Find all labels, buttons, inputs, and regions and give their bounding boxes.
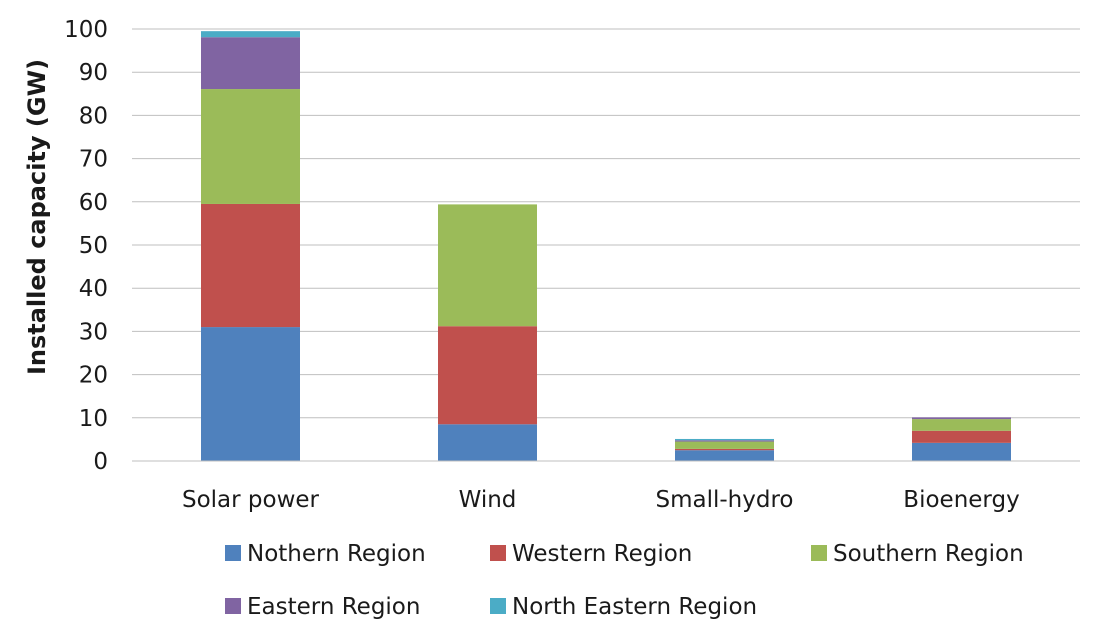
x-category-label: Wind <box>459 487 517 513</box>
x-category-label: Small-hydro <box>656 487 794 513</box>
legend-swatch <box>811 545 827 561</box>
bars <box>201 31 1011 461</box>
legend-label: Western Region <box>512 541 692 567</box>
bar-segment <box>201 89 300 204</box>
y-tick-label: 20 <box>79 363 108 389</box>
legend-label: Eastern Region <box>247 594 420 620</box>
bar-segment <box>912 442 1011 461</box>
y-tick-label: 70 <box>79 147 108 173</box>
bar-segment <box>675 441 774 449</box>
x-category-label: Solar power <box>182 487 320 513</box>
x-axis-category-labels: Solar power Wind Small-hydro Bioenergy <box>182 487 1020 513</box>
y-tick-label: 30 <box>79 319 108 345</box>
legend-label: Nothern Region <box>247 541 426 567</box>
y-tick-label: 50 <box>79 233 108 259</box>
legend-swatch <box>225 545 241 561</box>
legend-swatch <box>490 598 506 614</box>
x-category-label: Bioenergy <box>903 487 1019 513</box>
bar-segment <box>912 417 1011 420</box>
y-tick-label: 10 <box>79 406 108 432</box>
legend: Nothern Region Western Region Southern Reg… <box>225 541 1024 620</box>
y-tick-label: 0 <box>93 449 108 475</box>
bar-segment <box>438 204 537 327</box>
legend-swatch <box>490 545 506 561</box>
y-axis-ticks: 0 10 20 30 40 50 60 70 80 90 100 <box>64 17 108 475</box>
y-tick-label: 40 <box>79 276 108 302</box>
y-tick-label: 90 <box>79 60 108 86</box>
bar-segment <box>912 430 1011 443</box>
y-tick-label: 80 <box>79 103 108 129</box>
bar-segment <box>675 438 774 441</box>
y-tick-label: 60 <box>79 190 108 216</box>
y-tick-label: 100 <box>64 17 108 43</box>
bar-segment <box>675 450 774 461</box>
bar-segment <box>201 31 300 38</box>
bar-segment <box>201 203 300 328</box>
legend-label: North Eastern Region <box>512 594 757 620</box>
y-axis-label: Installed capacity (GW) <box>23 59 51 375</box>
bar-segment <box>201 37 300 90</box>
bar-segment <box>438 326 537 425</box>
bar-segment <box>675 448 774 451</box>
bar-segment <box>438 424 537 461</box>
legend-swatch <box>225 598 241 614</box>
legend-label: Southern Region <box>833 541 1024 567</box>
bar-segment <box>201 327 300 461</box>
bar-segment <box>675 440 774 442</box>
bar-segment <box>912 419 1011 431</box>
